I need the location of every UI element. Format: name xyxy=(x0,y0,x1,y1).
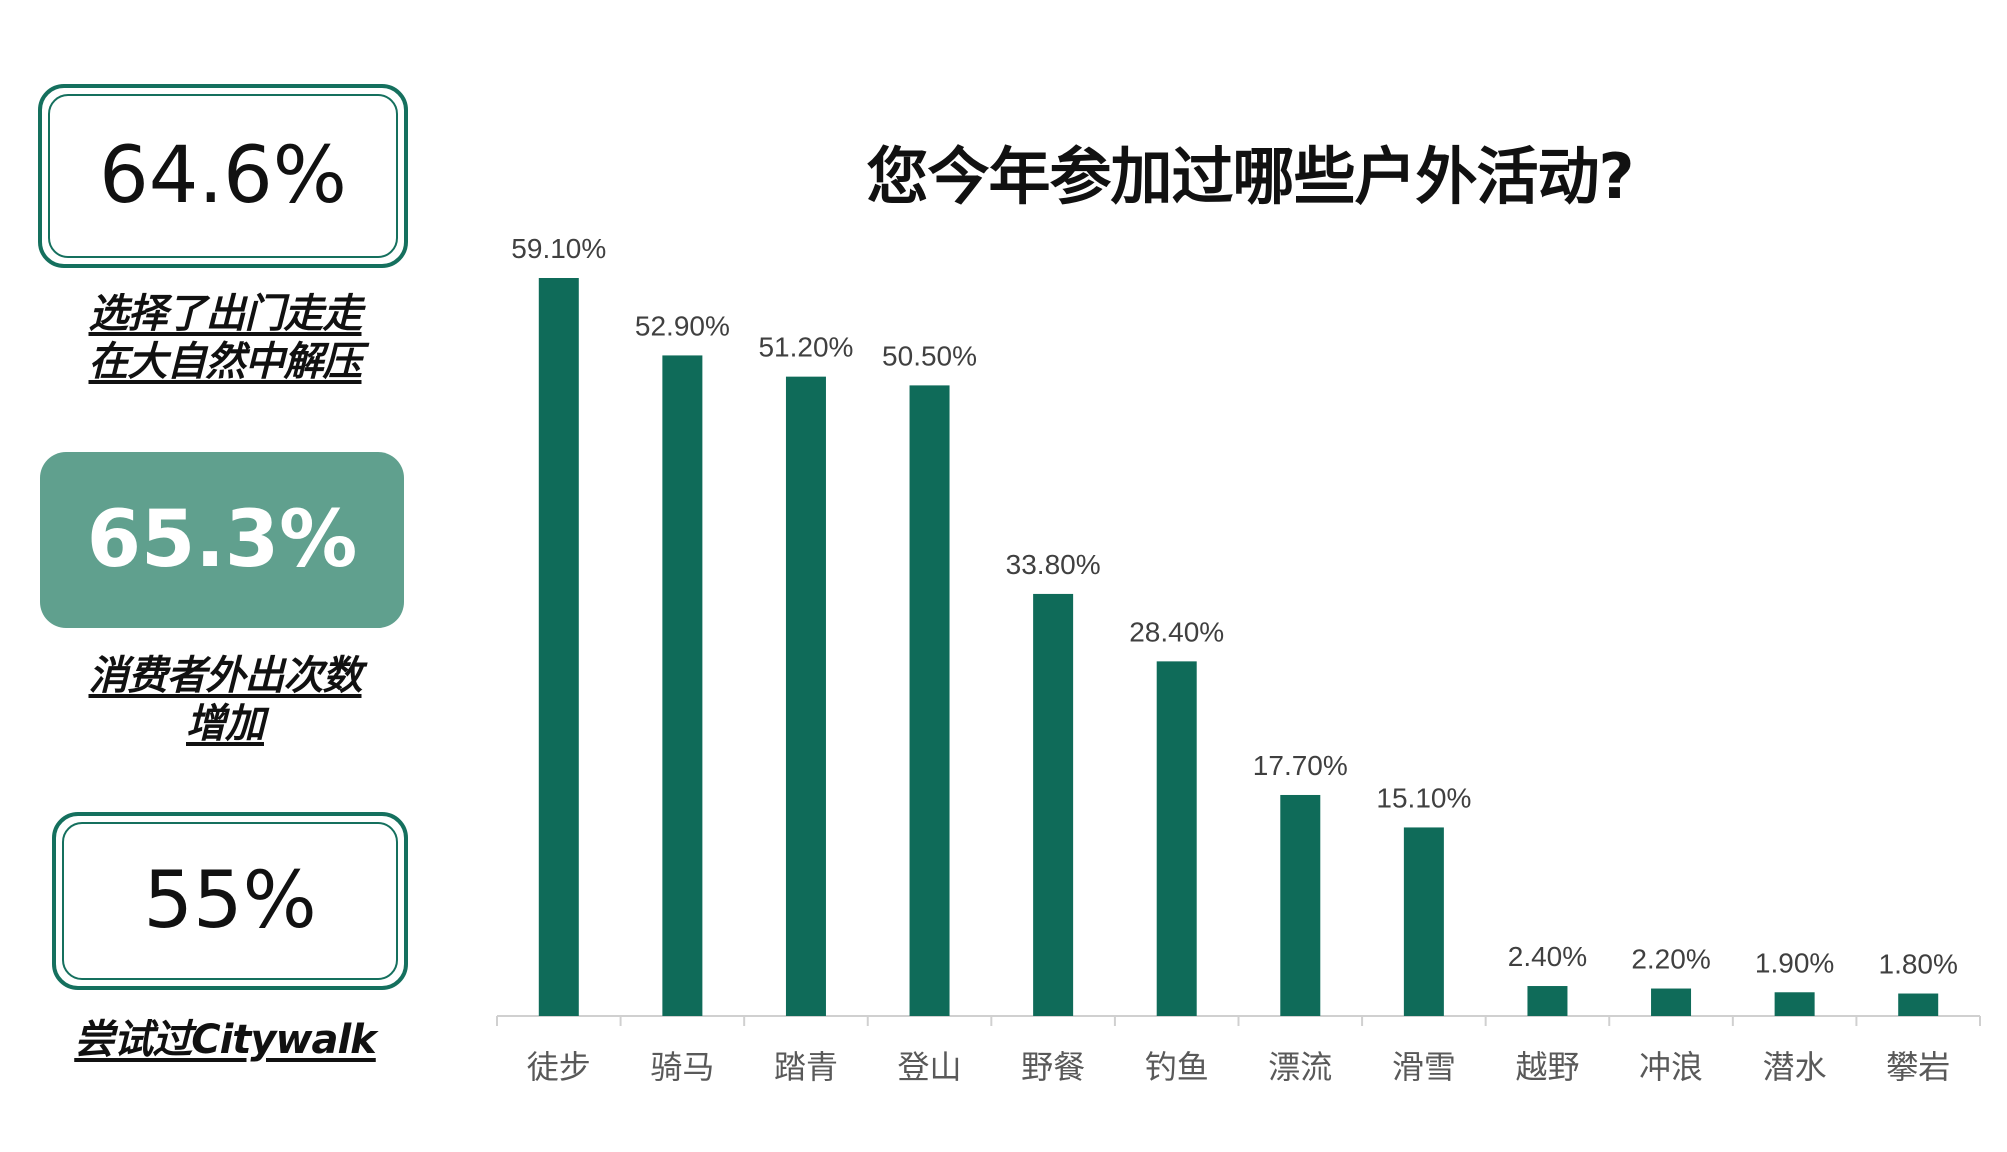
bar xyxy=(1651,988,1692,1016)
stat-value-trips: 65.3% xyxy=(86,495,358,585)
bar xyxy=(1033,593,1074,1016)
stat-caption-line: 增加 xyxy=(186,701,265,747)
x-tick-label: 潜水 xyxy=(1763,1048,1827,1086)
x-tick-label: 冲浪 xyxy=(1639,1048,1703,1086)
x-tick-label: 踏青 xyxy=(774,1048,838,1086)
x-tick-label: 钓鱼 xyxy=(1145,1048,1209,1086)
x-tick-label: 滑雪 xyxy=(1392,1048,1456,1086)
bar-value-label: 33.80% xyxy=(1006,549,1101,580)
bar xyxy=(662,355,703,1016)
bar-value-label: 1.80% xyxy=(1879,949,1958,980)
bar xyxy=(1527,986,1568,1016)
bar-value-label: 51.20% xyxy=(758,332,853,363)
bar-value-label: 2.20% xyxy=(1631,944,1710,975)
stat-value-citywalk: 55% xyxy=(143,856,317,946)
stat-caption-line: 尝试过Citywalk xyxy=(74,1017,377,1063)
stat-caption-line: 消费者外出次数 xyxy=(88,653,363,699)
stat-card-trips: 65.3% xyxy=(40,452,404,628)
x-tick-label: 骑马 xyxy=(650,1048,714,1086)
bar xyxy=(1280,794,1321,1016)
bar-value-label: 59.10% xyxy=(511,233,606,264)
stat-caption-line: 在大自然中解压 xyxy=(88,339,363,385)
stat-caption-trips: 消费者外出次数 增加 xyxy=(30,652,420,748)
bar xyxy=(538,278,579,1016)
stat-value-outdoor: 64.6% xyxy=(99,131,347,221)
stat-caption-citywalk: 尝试过Citywalk xyxy=(30,1016,420,1064)
bar-value-label: 1.90% xyxy=(1755,947,1834,978)
x-tick-label: 漂流 xyxy=(1268,1048,1332,1086)
bar-value-label: 17.70% xyxy=(1253,750,1348,781)
bar-value-label: 52.90% xyxy=(635,310,730,341)
bar-value-label: 28.40% xyxy=(1129,616,1224,647)
bar xyxy=(1156,661,1197,1016)
x-tick-label: 攀岩 xyxy=(1886,1048,1950,1086)
stat-caption-outdoor: 选择了出门走走 在大自然中解压 xyxy=(30,290,420,386)
x-tick-label: 野餐 xyxy=(1021,1048,1085,1086)
bar xyxy=(1774,992,1815,1016)
stat-card-citywalk: 55% xyxy=(52,812,408,990)
stat-card-outdoor: 64.6% xyxy=(38,84,408,268)
x-tick-label: 徒步 xyxy=(527,1048,591,1086)
bar xyxy=(785,376,826,1016)
chart-title: 您今年参加过哪些户外活动? xyxy=(866,140,1635,213)
stat-card-inner-border xyxy=(48,94,398,258)
stat-card-inner-border xyxy=(62,822,398,980)
stat-caption-line: 选择了出门走走 xyxy=(88,291,363,337)
x-tick-label: 越野 xyxy=(1515,1048,1579,1086)
bar-value-label: 2.40% xyxy=(1508,941,1587,972)
bar xyxy=(909,385,950,1016)
bar-value-label: 15.10% xyxy=(1376,782,1471,813)
bar xyxy=(1403,827,1444,1016)
x-tick-label: 登山 xyxy=(898,1048,962,1086)
bar-value-label: 50.50% xyxy=(882,340,977,371)
bar xyxy=(1898,993,1939,1016)
